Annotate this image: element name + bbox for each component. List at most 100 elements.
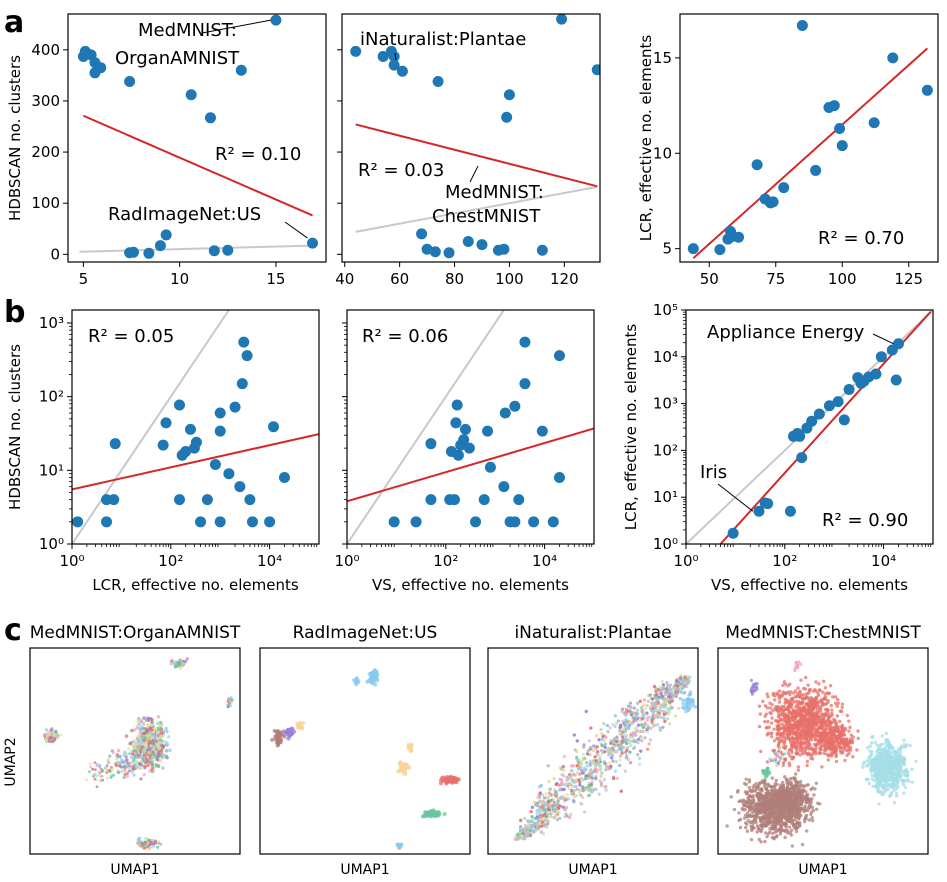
umap-point <box>903 785 907 790</box>
umap-point <box>610 746 614 750</box>
data-point <box>509 400 521 412</box>
umap-point <box>594 776 598 780</box>
data-point <box>890 374 902 386</box>
umap-point <box>768 701 772 705</box>
data-point <box>870 368 882 380</box>
umap-point <box>158 758 163 763</box>
umap-point <box>562 768 566 772</box>
umap-point <box>44 728 49 732</box>
umap-point <box>856 736 860 740</box>
umap-point <box>625 748 629 752</box>
data-point <box>236 378 248 390</box>
umap-point <box>538 791 542 795</box>
umap-point <box>147 751 151 755</box>
data-point <box>388 59 400 71</box>
umap-point <box>787 705 791 710</box>
umap-point <box>668 689 672 693</box>
umap-point <box>619 789 623 793</box>
umap-point <box>793 744 798 748</box>
umap-point <box>559 778 564 782</box>
umap-point <box>668 683 672 687</box>
umap-point <box>584 709 588 713</box>
umap-point <box>871 784 875 788</box>
umap-point <box>665 717 670 721</box>
umap-point <box>130 728 134 733</box>
umap-point <box>526 819 530 823</box>
umap-point <box>819 740 823 745</box>
umap-point <box>798 724 802 729</box>
umap-point <box>424 810 429 815</box>
umap-point <box>136 726 140 730</box>
umap-point <box>606 749 610 753</box>
umap-point <box>792 723 796 727</box>
umap-point <box>625 711 629 716</box>
umap-point <box>631 735 635 739</box>
annotation-label: Appliance Energy <box>707 322 865 343</box>
umap-point <box>122 776 126 780</box>
umap-point <box>626 758 631 762</box>
umap-point <box>656 700 661 704</box>
umap-point <box>765 692 769 696</box>
umap-point <box>539 815 543 819</box>
umap-point <box>580 771 585 775</box>
umap-point <box>883 741 888 745</box>
umap-point <box>802 723 806 728</box>
umap-point <box>882 746 887 751</box>
umap-point <box>598 760 603 764</box>
umap-point <box>814 680 818 684</box>
x-tick-label: 125 <box>894 270 923 288</box>
umap-point <box>537 800 542 804</box>
umap-point <box>816 710 821 714</box>
umap-point <box>514 835 518 839</box>
data-point <box>519 378 531 390</box>
umap-point <box>830 695 835 699</box>
umap-point <box>620 751 624 755</box>
umap-point <box>908 743 912 748</box>
umap-point <box>837 732 841 736</box>
umap-point <box>825 708 830 713</box>
umap-point <box>647 742 651 746</box>
y-tick-label: 10 <box>653 144 672 162</box>
umap-point <box>588 773 592 777</box>
data-point <box>127 246 139 258</box>
umap-point <box>873 740 878 745</box>
umap-point <box>624 707 628 712</box>
umap-point <box>840 729 845 733</box>
y-tick-label: 10² <box>39 388 64 406</box>
data-point <box>836 140 848 152</box>
umap-point <box>50 740 55 744</box>
umap-point <box>685 684 689 689</box>
umap-point <box>125 758 129 762</box>
r-squared-label: R² = 0.05 <box>88 326 174 347</box>
umap-point <box>570 792 574 796</box>
umap-point <box>806 696 810 700</box>
umap-point <box>156 750 161 755</box>
umap-point <box>567 815 572 820</box>
umap-point <box>843 758 847 763</box>
umap-point <box>449 778 454 783</box>
umap-point <box>517 835 521 839</box>
umap-point <box>643 722 647 726</box>
umap-point <box>840 702 845 706</box>
annotation-leader <box>394 52 397 61</box>
umap-point <box>633 731 637 735</box>
umap-point <box>147 847 151 851</box>
umap-point <box>645 718 650 722</box>
umap-point <box>58 733 62 737</box>
umap-point <box>771 748 775 753</box>
x-tick-label: 120 <box>550 270 579 288</box>
umap-point <box>823 720 827 725</box>
umap-point <box>776 715 781 719</box>
data-point <box>547 516 559 528</box>
umap-point <box>559 782 563 787</box>
umap-point <box>547 779 551 784</box>
umap-point <box>869 767 873 771</box>
umap-point <box>816 693 821 697</box>
umap-point <box>587 739 592 743</box>
umap-point <box>403 769 408 774</box>
umap-point <box>781 690 785 694</box>
umap-point <box>679 685 683 689</box>
umap-point <box>125 774 129 779</box>
